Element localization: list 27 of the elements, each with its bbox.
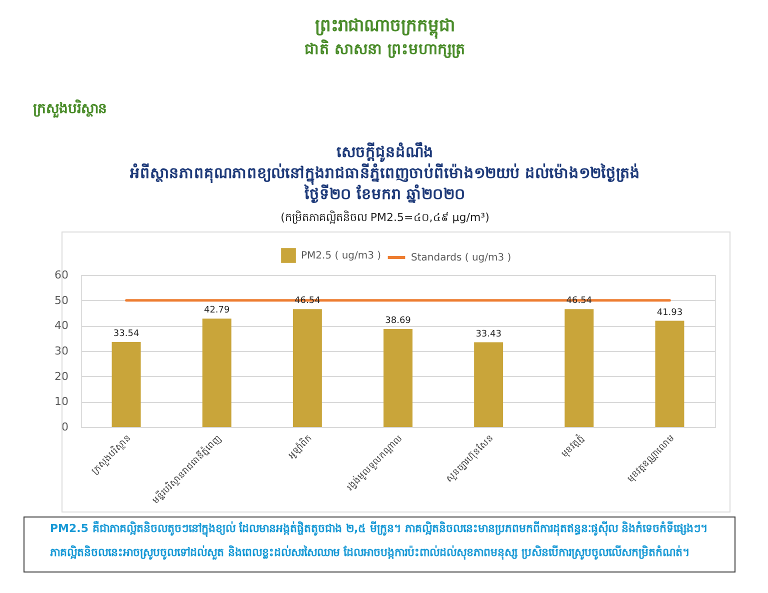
bar	[474, 342, 504, 427]
data-label: 38.69	[385, 316, 412, 326]
data-label: 42.79	[204, 306, 230, 316]
bar	[564, 309, 594, 427]
legend-label: Standards ( ug/m3 )	[411, 252, 512, 264]
y-tick-label: 40	[54, 319, 68, 332]
y-tick-label: 20	[54, 370, 68, 383]
data-label: 33.54	[113, 329, 140, 340]
text: PM2.5 គឺជាភាគល្អិតនិចលតូចៗនៅក្នុងខ្យល់ ដែលមានអង្កត់ផ្ចិតតូចជាង ២,៥ មីក្រូន។ ភាគល្អិតនិចលនេះមានប្រភពមកពីការដុតឥន្ធនៈផូស៊ីល និងកំទេចកំទីផ្សេងៗ។ ភាគល្អិតនិចលនេះអាចស្រូបចូលទៅដល់សួត និងពេលខ្លះដល់សរសៃឈាម ដែលអាចបង្កការប៉ះពាល់ដល់សុខភាពមនុស្ស ប្រសិនបើការស្រូបចូលលើសកម្រិតកំណត់។	[50, 521, 708, 560]
bar	[112, 342, 141, 427]
y-tick-label: 30	[54, 344, 68, 358]
y-tick-label: 10	[54, 395, 68, 408]
bar	[384, 328, 412, 427]
legend-label: PM2.5 ( ug/m3 )	[301, 250, 382, 262]
y-tick-label: 60	[54, 268, 68, 282]
chart-title: សេចក្តីជូនដំណឹង អំពីស្ថានភាពគុណភាពខ្យល់នៅក្នុងរាជធានីភ្នំពេញចាប់ពីម៉ោង១២យប់ ដល់ម៉ោង១២ថ្ងៃត្រង់ ថ្ងៃទី២០ ខែមករា ឆ្នាំ២០២០	[130, 142, 640, 203]
bar	[292, 309, 322, 427]
chart-subtitle: (កម្រិតភាគល្អិតនិចល PM2.5=៤០,៤៩ µg/m³)	[280, 210, 490, 224]
data-label: 41.93	[656, 308, 683, 318]
y-tick-label: 50	[54, 294, 68, 307]
bar	[655, 320, 684, 427]
y-tick-label: 0	[62, 420, 68, 434]
bar	[202, 318, 232, 427]
data-label: 33.43	[476, 329, 502, 340]
text: ក្រសួងបរិស្ថាន	[33, 99, 107, 118]
text: ព្រះរាជាណាចក្រកម្ពុជា	[315, 16, 455, 39]
text: ជាតិ សាសនា ព្រះមហាក្សត្រ	[304, 39, 466, 58]
